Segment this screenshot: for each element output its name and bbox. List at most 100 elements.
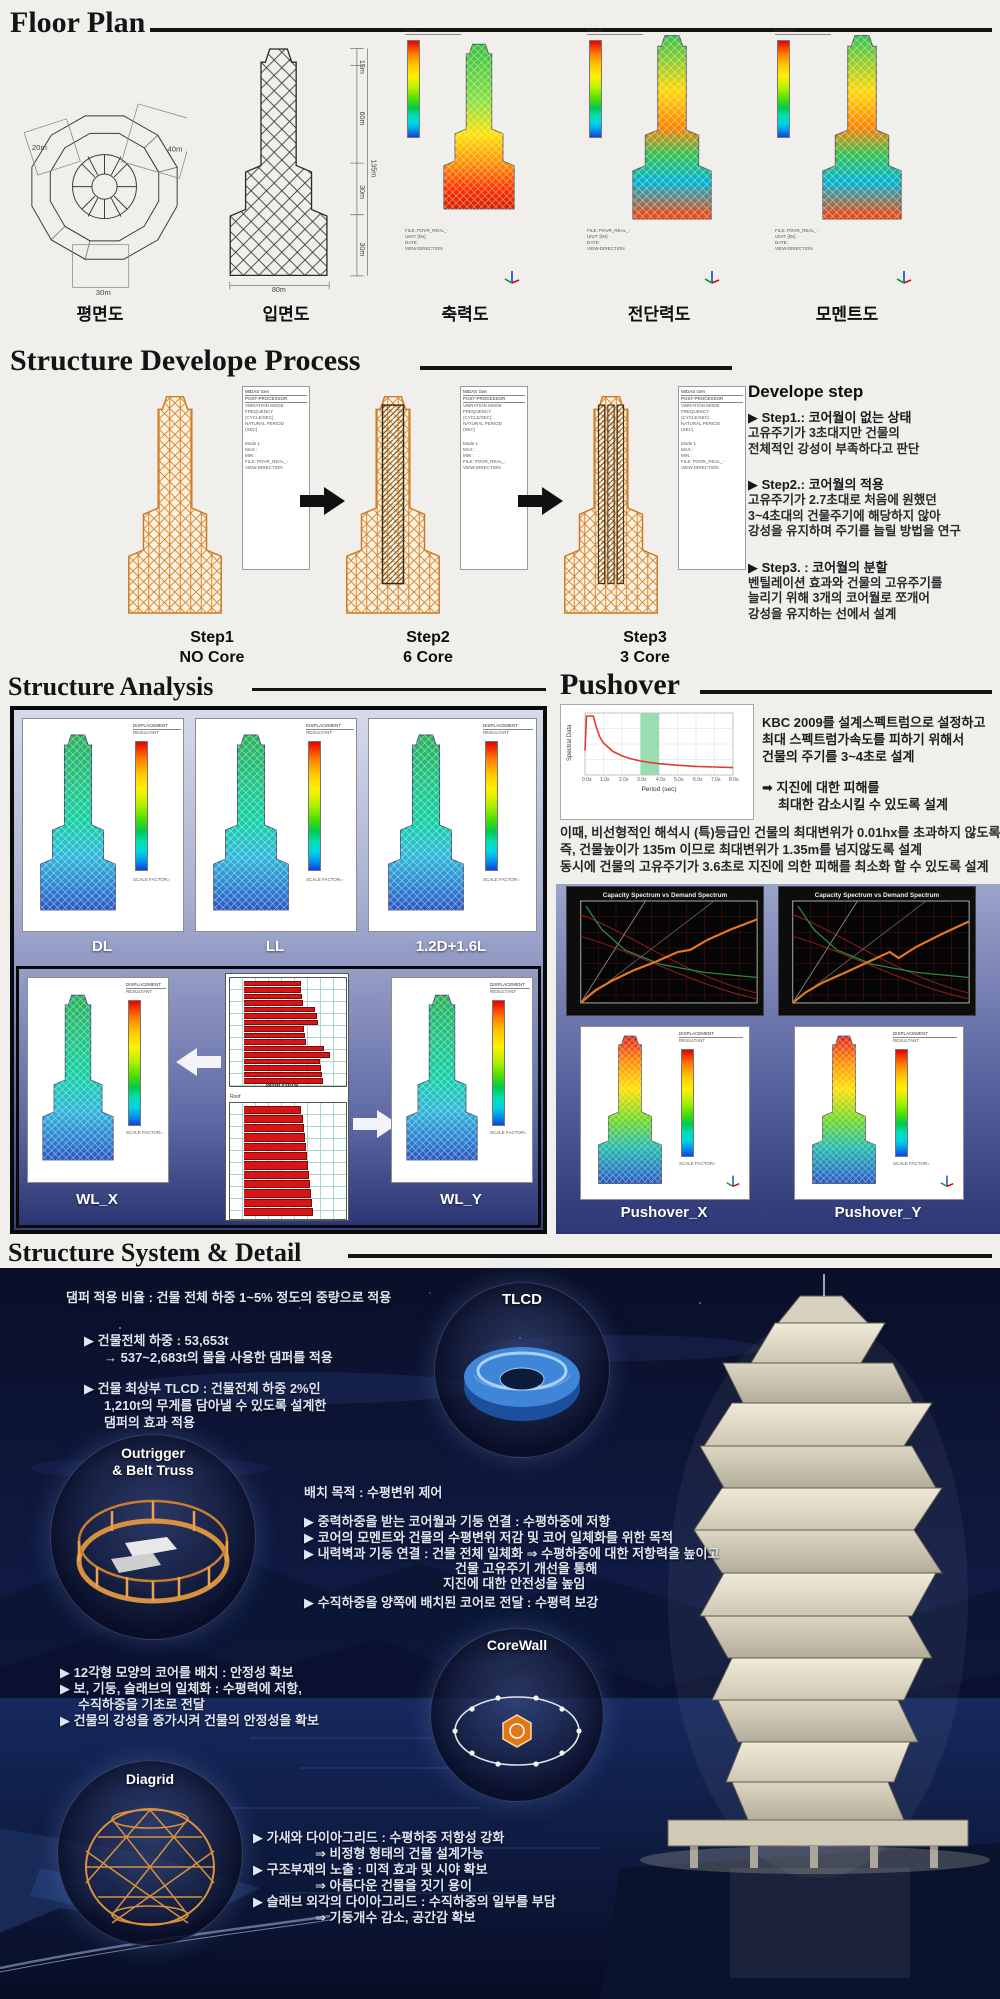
color-legend xyxy=(308,741,321,871)
tlcd-line: 1,210t의 무게를 담아낼 수 있도록 설계한 xyxy=(104,1398,327,1413)
svg-text:7.0s: 7.0s xyxy=(711,777,721,783)
diagrid-line: ⇒ 아름다운 건물을 짓기 용이 xyxy=(315,1878,472,1893)
combo-tower xyxy=(388,734,464,911)
color-legend xyxy=(128,1000,141,1126)
spectrum-ylabel: Spectral Data xyxy=(567,724,573,761)
svg-text:Capacity Spectrum vs Demand Sp: Capacity Spectrum vs Demand Spectrum xyxy=(815,892,940,899)
svg-text:8.0s: 8.0s xyxy=(729,777,739,783)
svg-text:2.0s: 2.0s xyxy=(619,777,629,783)
plan-dim-right: 40m xyxy=(167,145,182,154)
color-legend xyxy=(895,1049,908,1157)
tlcd-damper-icon xyxy=(464,1347,580,1421)
arrow-right-icon xyxy=(353,1110,398,1138)
pushover-x-tower xyxy=(598,1035,662,1185)
develope-step-heading: Develope step xyxy=(748,382,864,401)
step2-model xyxy=(346,395,440,614)
spectrum-xlabel: Period (sec) xyxy=(641,786,676,793)
elevation-label: 입면도 xyxy=(262,305,310,324)
svg-text:6.0s: 6.0s xyxy=(693,777,703,783)
color-legend xyxy=(589,40,602,138)
legend-block: DISPLACEMENT RESULTANT xyxy=(679,1031,743,1044)
shear-label: 전단력도 xyxy=(627,305,691,324)
step1-model xyxy=(128,395,222,614)
model-info-panel: FILE: POVR_REAL_- UNIT: [kN] DATE: VIEW-… xyxy=(775,228,819,251)
corewall-label: CoreWall xyxy=(486,1637,548,1653)
elev-dim-total: 135m xyxy=(369,159,377,177)
legend-block: DISPLACEMENT RESULTANT xyxy=(893,1031,957,1044)
tlcd-line: → 537~2,683t의 물을 사용한 댐퍼를 적용 xyxy=(104,1350,333,1365)
step3-data-panel: MIDAS Gen POST-PROCESSOR VIBRATION MODE … xyxy=(678,386,746,570)
step1-label: Step1 NO Core xyxy=(179,629,245,666)
color-legend xyxy=(492,1000,505,1126)
wind-xlabel: Wind Force xyxy=(265,1083,299,1089)
ll-model-card: DISPLACEMENT RESULTANT SCALE FACTOR= xyxy=(195,718,357,932)
pushover-paragraph: 이때, 비선형적인 해석시 (특)등급인 건물의 최대변위가 0.01hx를 초… xyxy=(560,825,1000,874)
axial-force-model: AXIAL FILE: POVR_REAL_- UNIT: [kN] DATE:… xyxy=(403,28,528,296)
outrigger-purpose: 배치 목적 : 수평변위 제어 xyxy=(304,1485,443,1500)
elev-dim-4: 30m xyxy=(358,242,366,256)
system-detail-rule xyxy=(348,1254,992,1258)
outrigger-line: ▶ 중력하중을 받는 코어월과 기둥 연결 : 수평하중에 저항 xyxy=(304,1514,611,1529)
outrigger-truss-icon xyxy=(76,1499,230,1604)
outrigger-line: 지진에 대한 안전성을 높임 xyxy=(443,1576,586,1591)
axis-triad-icon xyxy=(896,271,912,284)
dl-label: DL xyxy=(92,938,112,955)
shear-tower xyxy=(632,35,712,220)
axis-triad-icon xyxy=(726,1175,740,1187)
capacity-chart-y: Capacity Spectrum vs Demand Spectrum xyxy=(778,886,976,1016)
tlcd-line: 댐퍼의 효과 적용 xyxy=(104,1415,195,1430)
elev-dim-2: 60m xyxy=(358,111,366,125)
capacity-curve xyxy=(580,918,758,1004)
plan-label: 평면도 xyxy=(76,305,124,324)
demand-curve xyxy=(797,905,970,979)
diagrid-line: ▶ 가새와 다이아그리드 : 수평하중 저항성 강화 xyxy=(253,1830,505,1845)
process-title: Structure Develope Process xyxy=(10,344,361,377)
step3-label: Step3 3 Core xyxy=(620,629,670,666)
tlcd-label: TLCD xyxy=(502,1291,542,1308)
dl-model-card: DISPLACEMENT RESULTANT SCALE FACTOR= xyxy=(22,718,184,932)
svg-text:1.0s: 1.0s xyxy=(600,777,610,783)
corewall-line: ▶ 건물의 강성을 증가시켜 건물의 안정성을 확보 xyxy=(60,1713,319,1728)
elevation-drawing: 15m 60m 30m 30m 135m 80m xyxy=(229,48,377,294)
plan-view-drawing: 20m 40m 30m xyxy=(23,103,187,297)
floor-plan-title: Floor Plan xyxy=(10,6,146,39)
elev-dim-1: 15m xyxy=(358,60,366,74)
moment-label: 모멘트도 xyxy=(815,305,879,324)
wly-label: WL_Y xyxy=(440,1191,482,1208)
diagrid-icon xyxy=(85,1808,215,1926)
analysis-rule xyxy=(252,688,546,691)
develope-step-note: Develope step ▶ Step1.: 코어월이 없는 상태 고유주기가… xyxy=(748,382,998,622)
axis-triad-icon xyxy=(940,1175,954,1187)
process-rule xyxy=(420,366,732,370)
analysis-title: Structure Analysis xyxy=(8,672,214,701)
floor-plan-rule xyxy=(150,28,992,32)
wlx-tower xyxy=(42,994,114,1161)
axial-tower xyxy=(443,43,515,210)
svg-text:3.0s: 3.0s xyxy=(637,777,647,783)
step2-data-panel: MIDAS Gen POST-PROCESSOR VIBRATION MODE … xyxy=(460,386,528,570)
legend-block: DISPLACEMENT RESULTANT xyxy=(483,723,533,736)
wind-chart-card: Wind Force Roof xyxy=(225,973,349,1221)
spectrum-chart-card: 0.0s 1.0s 2.0s 3.0s 4.0s 5.0s 6.0s 7.0s … xyxy=(560,704,754,820)
axial-label: 축력도 xyxy=(441,305,489,324)
wind-ytick-roof: Roof xyxy=(230,1094,241,1100)
demand-curve xyxy=(585,905,758,979)
corewall-line: 수직하중을 기초로 전달 xyxy=(78,1697,205,1712)
tlcd-line: ▶ 건물전체 하중 : 53,653t xyxy=(84,1333,229,1348)
svg-text:Capacity Spectrum vs Demand Sp: Capacity Spectrum vs Demand Spectrum xyxy=(603,892,728,899)
outrigger-line: ▶ 코어의 모멘트와 건물의 수평변위 저감 및 코어 일체화를 위한 목적 xyxy=(304,1530,674,1545)
moment-model: MOMENT FILE: POVR_REAL_- UNIT: [kN] DATE… xyxy=(773,28,921,296)
wlx-label: WL_X xyxy=(76,1191,118,1208)
process-arrow-icon xyxy=(518,487,563,515)
ll-tower xyxy=(213,734,289,911)
pushover-y-label: Pushover_Y xyxy=(834,1204,922,1221)
outrigger-line: 건물 고유주기 개선을 통해 xyxy=(455,1561,598,1576)
pushover-rule xyxy=(700,690,992,694)
legend-block: DISPLACEMENT RESULTANT xyxy=(306,723,354,736)
system-detail-title: Structure System & Detail xyxy=(8,1238,302,1267)
axis-triad-icon xyxy=(504,271,520,284)
color-legend xyxy=(777,40,790,138)
diagrid-label: Diagrid xyxy=(125,1771,175,1787)
corewall-bubble: CoreWall xyxy=(430,1628,604,1802)
color-legend xyxy=(681,1049,694,1157)
